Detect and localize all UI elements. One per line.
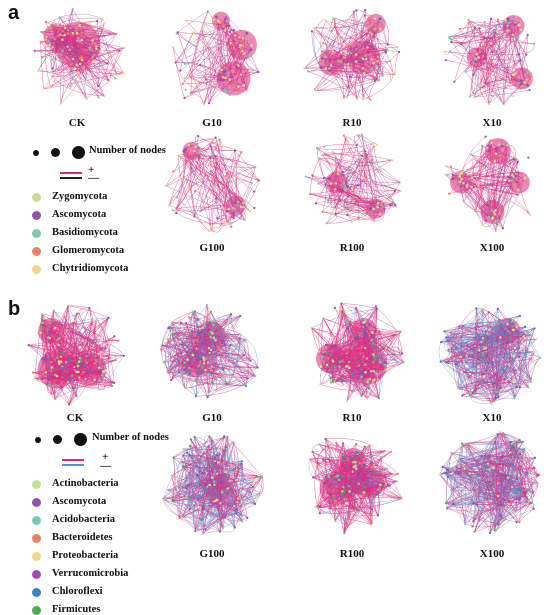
negative-edge-line-a [60, 177, 82, 179]
legend-label-b-5: Verrucomicrobia [52, 568, 129, 579]
positive-edge-line-a [60, 172, 82, 174]
legend-label-a-4: Chytridiomycota [52, 263, 129, 274]
positive-sign-a: + [88, 164, 95, 176]
legend-swatch-a-1 [32, 211, 41, 220]
legend-swatch-b-6 [32, 588, 41, 597]
network-b-g100 [162, 435, 264, 536]
legend-swatch-a-0 [32, 193, 41, 202]
network-b-ck [27, 304, 125, 406]
legend-swatch-a-4 [32, 265, 41, 274]
legend-swatch-b-2 [32, 516, 41, 525]
node-size-small-a [33, 150, 39, 156]
node-size-medium-a [51, 148, 60, 157]
negative-edge-line-b [62, 464, 84, 466]
legend-label-b-1: Ascomycota [52, 496, 107, 507]
legend-label-b-0: Actinobacteria [52, 478, 119, 489]
network-a-r10 [303, 9, 401, 102]
legend-swatch-b-1 [32, 498, 41, 507]
network-a-r100 [304, 133, 402, 225]
network-b-r10 [310, 302, 405, 403]
network-a-g10 [172, 10, 260, 106]
negative-sign-a: — [88, 172, 99, 184]
node-size-large-a [72, 146, 85, 159]
legend-label-a-0: Zygomycota [52, 191, 108, 202]
legend-label-b-6: Chloroflexi [52, 586, 103, 597]
panel-a-letter: a [8, 2, 20, 24]
legend-label-a-1: Ascomycota [52, 209, 107, 220]
network-b-r100 [308, 437, 404, 534]
legend-swatch-b-4 [32, 552, 41, 561]
network-label-a-x100: X100 [479, 242, 505, 254]
network-a-ck [33, 8, 125, 105]
network-label-a-x10: X10 [482, 117, 502, 129]
positive-edge-line-b [62, 459, 84, 461]
network-label-b-g10: G10 [202, 412, 222, 424]
legend-label-b-7: Firmicutes [52, 604, 101, 615]
positive-sign-b: + [102, 451, 109, 463]
network-a-x10 [443, 14, 536, 106]
network-label-a-g100: G100 [199, 242, 225, 254]
network-b-x10 [438, 307, 542, 405]
network-a-g100 [164, 134, 260, 233]
network-label-a-r10: R10 [342, 117, 362, 129]
legend-label-a-2: Basidiomycota [52, 227, 118, 238]
network-label-a-g10: G10 [202, 117, 222, 129]
legend-label-b-2: Acidobacteria [52, 514, 115, 525]
network-label-a-r100: R100 [339, 242, 365, 254]
legend-swatch-b-7 [32, 606, 41, 615]
legend-label-b-4: Proteobacteria [52, 550, 119, 561]
negative-sign-b: — [100, 460, 111, 472]
network-label-b-r100: R100 [339, 548, 365, 560]
legend-swatch-b-0 [32, 480, 41, 489]
network-b-x100 [438, 430, 540, 535]
legend-label-b-3: Bacteroidetes [52, 532, 113, 543]
node-size-small-b [35, 437, 41, 443]
network-label-b-x100: X100 [479, 548, 505, 560]
number-of-nodes-label-b: Number of nodes [92, 432, 169, 443]
legend-swatch-b-3 [32, 534, 41, 543]
network-a-x100 [444, 135, 531, 233]
panel-b-letter: b [8, 298, 21, 320]
network-label-b-ck: CK [66, 412, 84, 424]
legend-swatch-a-3 [32, 247, 41, 256]
network-label-a-ck: CK [68, 117, 86, 129]
legend-label-a-3: Glomeromycota [52, 245, 125, 256]
node-size-medium-b [53, 435, 62, 444]
legend-swatch-a-2 [32, 229, 41, 238]
network-label-b-g100: G100 [199, 548, 225, 560]
number-of-nodes-label-a: Number of nodes [89, 145, 166, 156]
network-label-b-r10: R10 [342, 412, 362, 424]
legend-swatch-b-5 [32, 570, 41, 579]
node-size-large-b [74, 433, 87, 446]
network-label-b-x10: X10 [482, 412, 502, 424]
network-b-g10 [159, 303, 259, 399]
